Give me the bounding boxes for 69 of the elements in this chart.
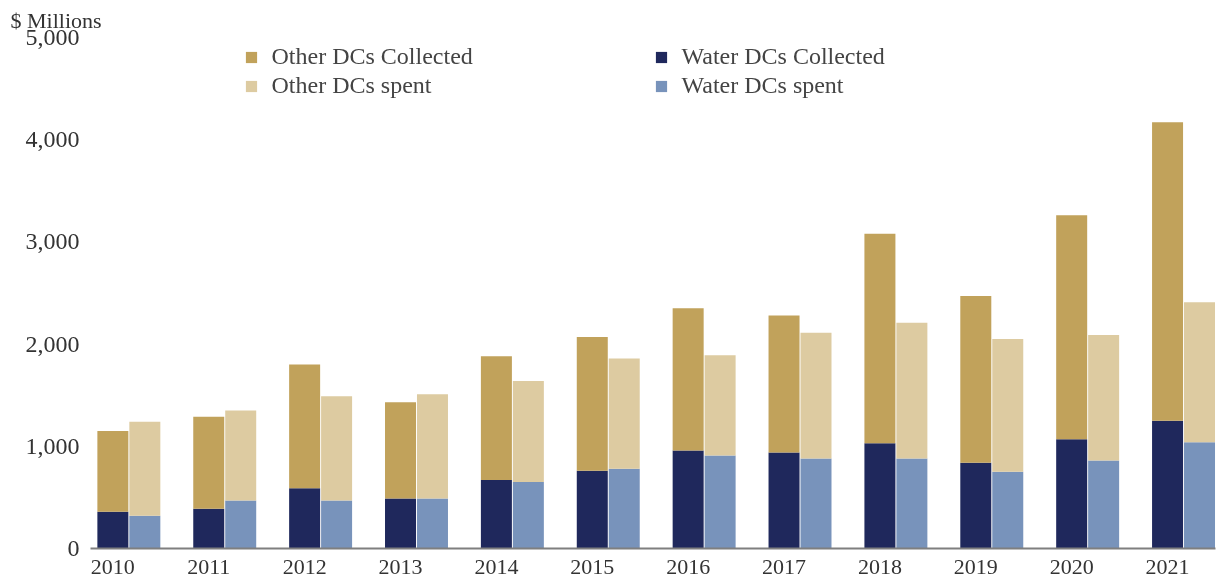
bar [385,498,417,549]
bar [416,394,448,499]
x-tick-label: 2011 [187,553,231,579]
bar [512,380,544,483]
bar [321,500,353,549]
bar [193,508,225,549]
y-tick-label: 2,000 [25,330,80,357]
bar [225,500,257,549]
bar [864,233,896,444]
y-tick-label: 3,000 [25,228,80,255]
bar [129,515,161,549]
bar [960,462,992,549]
bar [416,498,448,549]
bar [1184,442,1216,549]
bar [672,308,704,451]
bar [480,356,512,481]
bar [289,364,321,489]
legend-label: Water DCs spent [681,72,845,99]
x-tick-label: 2012 [282,553,327,579]
bar [576,336,608,471]
bar [896,322,928,459]
x-tick-label: 2015 [570,553,615,579]
bar [896,458,928,549]
bar [129,421,161,516]
bar [768,315,800,453]
x-tick-label: 2014 [474,553,519,579]
x-tick-label: 2013 [378,553,423,579]
x-tick-label: 2017 [762,553,807,579]
y-tick-label: 4,000 [25,126,80,153]
bar [864,443,896,549]
bar [992,338,1024,472]
x-tick-label: 2019 [953,553,998,579]
bar [1152,122,1184,421]
bar [480,480,512,549]
bar [992,471,1024,549]
bar [97,511,129,549]
legend-label: Water DCs Collected [681,43,886,70]
bar [800,458,832,549]
bar [768,452,800,549]
bar [97,430,129,512]
bar [321,396,353,501]
legend-label: Other DCs Collected [271,43,474,70]
bar [193,416,225,509]
bar [1056,215,1088,440]
bar [385,402,417,499]
bar [800,332,832,459]
bar [1056,439,1088,549]
bar [1152,420,1184,549]
bar [704,355,736,456]
bar [960,296,992,463]
bar [672,450,704,549]
x-tick-label: 2021 [1145,553,1190,579]
bar [512,482,544,549]
bar [1088,334,1120,461]
bar [225,410,257,501]
x-tick-label: 2016 [666,553,711,579]
bar [576,470,608,549]
bar [608,468,640,549]
bar [608,358,640,469]
y-tick-label: 1,000 [25,432,80,459]
bar [704,455,736,549]
bar [1184,302,1216,443]
bar [1088,460,1120,549]
x-tick-label: 2018 [857,553,902,579]
x-tick-label: 2020 [1049,553,1094,579]
bar [289,488,321,549]
y-tick-label: 0 [67,535,80,561]
legend-label: Other DCs spent [271,72,433,99]
x-tick-label: 2010 [90,553,135,579]
